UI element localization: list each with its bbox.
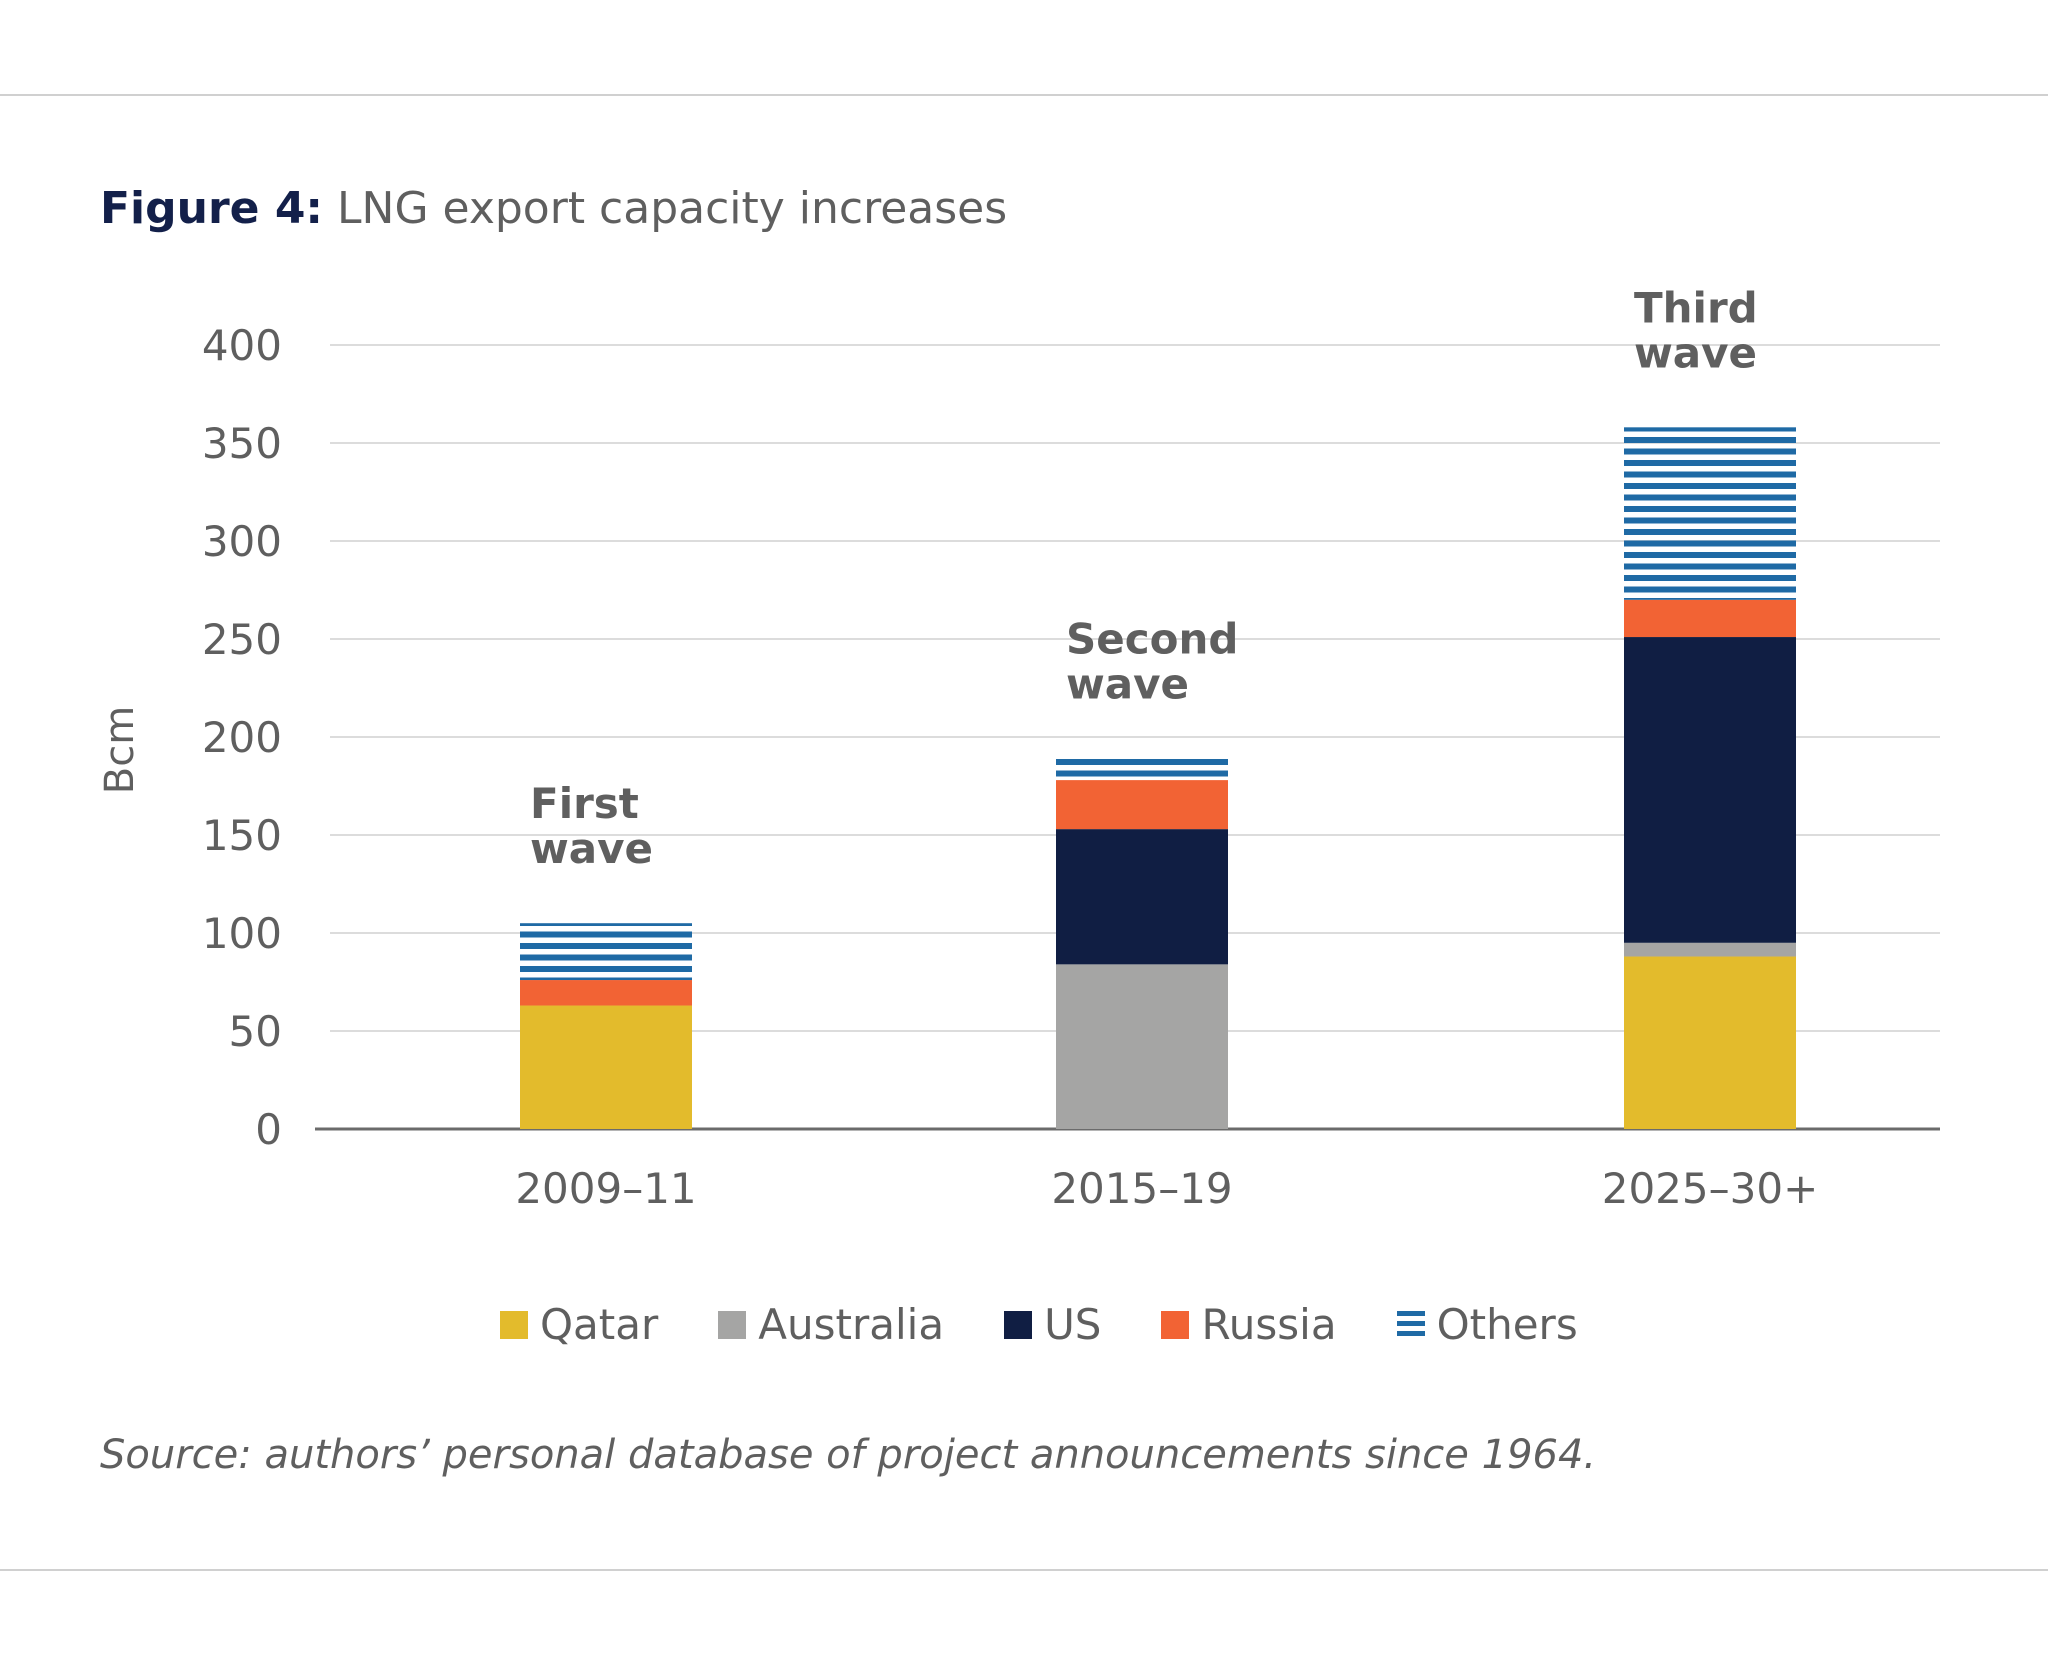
wave-annotation: Third	[1634, 283, 1758, 332]
y-tick-label: 150	[202, 811, 282, 860]
wave-annotation: wave	[1066, 660, 1189, 709]
y-tick-label: 350	[202, 419, 282, 468]
bar-segment-russia-1	[1056, 780, 1228, 830]
wave-annotation: First	[530, 779, 639, 828]
legend-label: Others	[1436, 1300, 1578, 1349]
bar-segment-qatar-0	[520, 1005, 692, 1129]
wave-annotation: Second	[1066, 615, 1238, 664]
legend-item-russia: Russia	[1161, 1300, 1337, 1349]
legend: Qatar Australia US Russia Others	[500, 1300, 1578, 1349]
y-tick-label: 400	[202, 321, 282, 370]
legend-label: Australia	[758, 1300, 945, 1349]
bar-segment-others-1	[1056, 758, 1228, 781]
figure-number: Figure 4:	[100, 183, 324, 234]
legend-label: Russia	[1201, 1300, 1337, 1349]
y-tick-label: 50	[229, 1007, 282, 1056]
x-tick-label: 2009–11	[515, 1164, 696, 1213]
y-tick-label: 0	[255, 1105, 282, 1154]
bar-segment-qatar-2	[1624, 956, 1796, 1129]
figure-title: Figure 4: LNG export capacity increases	[100, 183, 1007, 234]
bar-segment-russia-2	[1624, 599, 1796, 638]
legend-item-others: Others	[1396, 1300, 1578, 1349]
y-tick-label: 100	[202, 909, 282, 958]
source-note: Source: authors’ personal database of pr…	[100, 1432, 1597, 1478]
bar-segment-australia-2	[1624, 942, 1796, 957]
legend-swatch	[1004, 1310, 1033, 1339]
bar-segment-others-0	[520, 923, 692, 981]
legend-swatch	[1396, 1310, 1425, 1339]
figure-title-text: LNG export capacity increases	[337, 183, 1008, 234]
wave-annotation: wave	[1634, 328, 1757, 377]
y-tick-label: 300	[202, 517, 282, 566]
bar-segment-others-2	[1624, 427, 1796, 600]
legend-label: US	[1044, 1300, 1102, 1349]
x-tick-label: 2015–19	[1051, 1164, 1232, 1213]
bottom-divider	[0, 1569, 2048, 1571]
legend-item-qatar: Qatar	[500, 1300, 658, 1349]
y-axis-label: Bcm	[97, 706, 143, 794]
top-divider	[0, 94, 2048, 96]
bar-segment-australia-1	[1056, 964, 1228, 1129]
wave-annotation: wave	[530, 824, 653, 873]
legend-swatch	[718, 1310, 747, 1339]
legend-item-australia: Australia	[718, 1300, 944, 1349]
bar-segment-us-2	[1624, 637, 1796, 943]
legend-swatch	[1161, 1310, 1190, 1339]
legend-item-us: US	[1004, 1300, 1101, 1349]
bar-segment-russia-0	[520, 980, 692, 1006]
y-tick-label: 250	[202, 615, 282, 664]
x-tick-label: 2025–30+	[1602, 1164, 1819, 1213]
bar-segment-us-1	[1056, 829, 1228, 965]
legend-label: Qatar	[540, 1300, 659, 1349]
y-tick-label: 200	[202, 713, 282, 762]
legend-swatch	[500, 1310, 528, 1339]
